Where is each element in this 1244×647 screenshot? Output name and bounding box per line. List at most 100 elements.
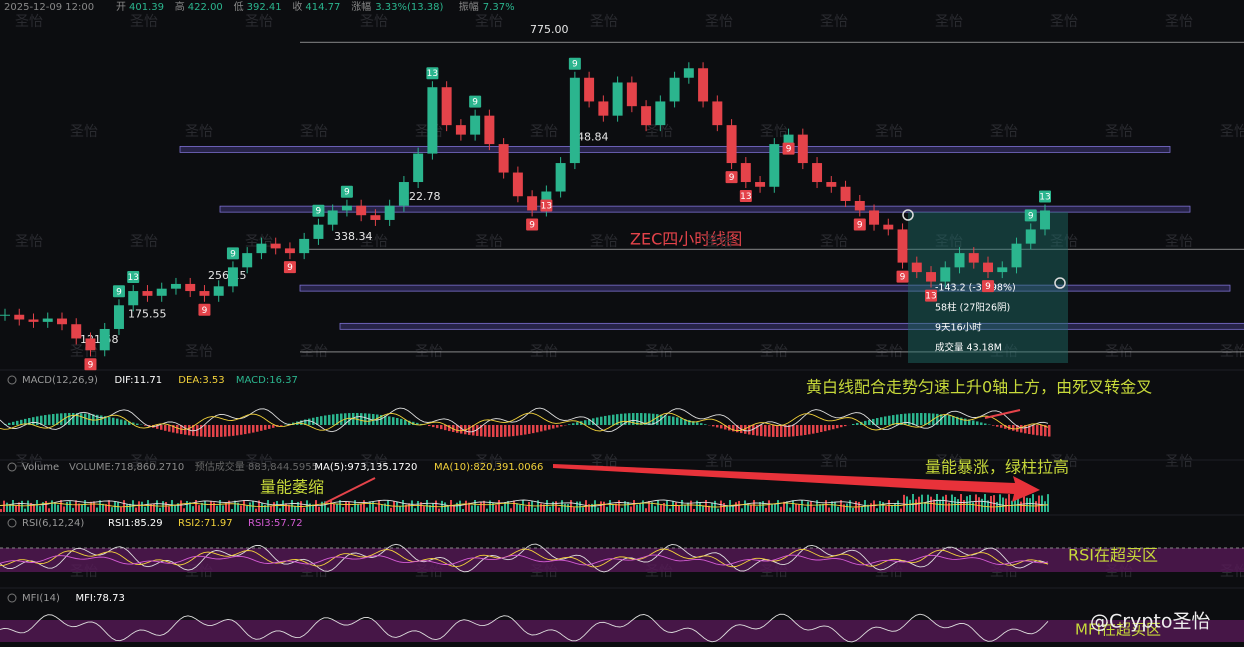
watermark: 圣怡 (130, 14, 158, 30)
header-field-value: 414.77 (305, 2, 340, 13)
macd-bar (28, 418, 31, 425)
volume-bar (78, 503, 80, 512)
macd-bar (920, 413, 923, 425)
watermark: 圣怡 (1165, 234, 1193, 250)
macd-bar (468, 425, 471, 435)
watermark: 圣怡 (130, 454, 158, 470)
watermark: 圣怡 (185, 124, 213, 140)
volume-bar (93, 501, 95, 512)
watermark: 圣怡 (15, 454, 43, 470)
macd-bar (604, 415, 607, 425)
volume-bar (378, 500, 380, 512)
volume-bar (870, 503, 872, 512)
volume-bar (192, 506, 194, 512)
macd-bar (48, 414, 51, 425)
indicator-field: RSI2:71.97 (178, 518, 233, 529)
macd-bar (404, 419, 407, 425)
volume-bar (930, 496, 932, 512)
pane-icon (7, 375, 17, 385)
candle (384, 205, 395, 220)
volume-bar (159, 507, 161, 512)
td-marker-bg (198, 303, 211, 316)
macd-bar (672, 416, 675, 425)
macd-bar (196, 425, 199, 437)
macd-bar (984, 423, 987, 425)
macd-bar (156, 425, 159, 429)
macd-bar (260, 425, 263, 431)
volume-bar (150, 504, 152, 512)
macd-bar (204, 425, 207, 437)
macd-bar (684, 419, 687, 425)
volume-bar (45, 500, 47, 512)
volume-bar (390, 507, 392, 512)
macd-bar (772, 425, 775, 437)
macd-bar (384, 415, 387, 425)
td-marker: 9 (985, 282, 991, 292)
macd-bar (784, 425, 787, 437)
volume-bar (837, 506, 839, 512)
volume-bar (90, 501, 92, 512)
volume-bar (723, 502, 725, 512)
macd-bar (484, 425, 487, 437)
macd-bar (648, 413, 651, 425)
macd-bar (928, 413, 931, 425)
volume-bar (87, 506, 89, 512)
macd-bar (616, 414, 619, 425)
header-field-value: 392.41 (247, 2, 282, 13)
macd-bar (64, 413, 67, 425)
volume-bar (570, 500, 572, 512)
macd-bar (540, 425, 543, 432)
td-marker-bg (526, 218, 539, 231)
macd-bar (852, 423, 855, 425)
macd-bar (992, 425, 995, 426)
volume-bar (222, 505, 224, 512)
candle (527, 196, 538, 211)
macd-bar (1000, 425, 1003, 428)
volume-bar (642, 500, 644, 512)
macd-bar (804, 425, 807, 435)
candle (256, 243, 267, 254)
level-label: 422.78 (402, 190, 441, 203)
macd-bar (1012, 425, 1015, 431)
macd-bar (480, 425, 483, 437)
macd-bar (824, 425, 827, 432)
td-marker: 9 (472, 98, 478, 108)
macd-bar (220, 425, 223, 437)
td-marker-bg (782, 142, 795, 155)
candle (470, 115, 481, 135)
volume-bar (36, 500, 38, 512)
volume-bar (189, 502, 191, 512)
chart-title: ZEC四小时线图 (630, 230, 742, 249)
volume-bar (978, 497, 980, 512)
watermark: 圣怡 (590, 234, 618, 250)
macd-bar (472, 425, 475, 436)
volume-bar (57, 504, 59, 512)
td-marker-bg (283, 261, 296, 274)
volume-bar (204, 500, 206, 512)
volume-bar (399, 506, 401, 512)
macd-bar (548, 425, 551, 430)
volume-bar (1023, 494, 1025, 512)
macd-bar (168, 425, 171, 432)
macd-bar (516, 425, 519, 436)
volume-bar (606, 506, 608, 512)
watermark: 圣怡 (185, 344, 213, 360)
volume-bar (672, 500, 674, 512)
volume-bar (153, 503, 155, 512)
macd-bar (200, 425, 203, 437)
td-marker: 13 (1039, 192, 1050, 202)
watermark: 圣怡 (705, 454, 733, 470)
volume-bar (318, 506, 320, 512)
volume-bar (198, 505, 200, 512)
candle (584, 77, 595, 102)
volume-bar (234, 500, 236, 512)
macd-bar (812, 425, 815, 434)
td-marker-bg (725, 171, 738, 184)
volume-bar (582, 507, 584, 512)
volume-bar (66, 501, 68, 512)
macd-bar (396, 417, 399, 425)
measure-text: 成交量 43.18M (935, 342, 1002, 354)
candle (42, 318, 53, 322)
volume-bar (972, 502, 974, 512)
volume-bar (795, 503, 797, 512)
